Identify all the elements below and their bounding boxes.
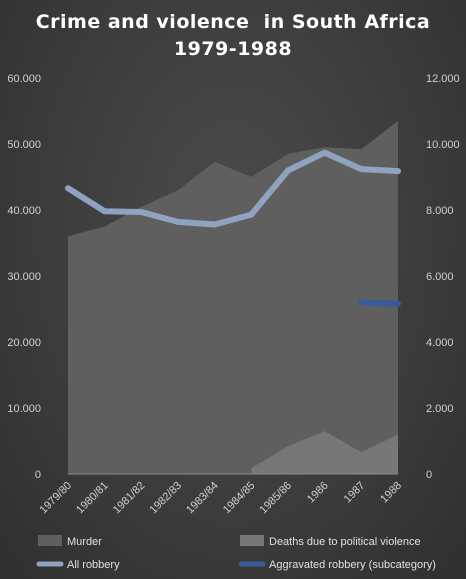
y-left-tick-label: 40.000: [7, 205, 41, 217]
line-aggravated-robbery-subcategory: [358, 299, 401, 307]
y-left-tick-label: 50.000: [7, 139, 41, 151]
y-left-tick-label: 20.000: [7, 337, 41, 349]
x-tick-label: 1979/80: [38, 480, 75, 517]
x-tick-label: 1982/83: [148, 480, 185, 517]
area-deaths-due-to-political-violence: [251, 431, 398, 474]
legend-swatch-deaths-due-to-political-violence: [240, 535, 264, 546]
y-left-tick-label: 0: [35, 469, 41, 481]
x-tick-label: 1988: [378, 480, 404, 506]
legend-label-all-robbery: All robbery: [67, 559, 120, 571]
y-right-tick-label: 2.000: [426, 403, 454, 415]
line-all-robbery: [65, 149, 401, 228]
y-right-tick-label: 8.000: [426, 205, 454, 217]
y-right-tick-label: 6.000: [426, 271, 454, 283]
x-tick-label: 1986: [305, 480, 331, 506]
x-tick-label: 1987: [342, 480, 368, 506]
y-right-tick-label: 10.000: [426, 139, 460, 151]
y-left-tick-label: 60.000: [7, 73, 41, 85]
area-murder: [68, 120, 398, 475]
chart-subtitle: 1979-1988: [173, 38, 293, 60]
x-tick-label: 1981/82: [111, 480, 148, 517]
y-right-tick-label: 0: [426, 469, 432, 481]
legend-label-deaths-due-to-political-violence: Deaths due to political violence: [269, 536, 421, 548]
y-right-tick-label: 4.000: [426, 337, 454, 349]
y-right-tick-label: 12.000: [426, 73, 460, 85]
legend-label-aggravated-robbery-subcategory: Aggravated robbery (subcategory): [269, 559, 436, 571]
x-tick-label: 1985/86: [258, 480, 295, 517]
y-left-tick-label: 30.000: [7, 271, 41, 283]
x-tick-label: 1980/81: [74, 480, 111, 517]
legend-label-murder: Murder: [67, 536, 102, 548]
x-tick-label: 1983/84: [184, 480, 221, 517]
chart-title: Crime and violence in South Africa: [35, 11, 431, 33]
x-tick-label: 1984/85: [221, 480, 258, 517]
legend-swatch-murder: [38, 535, 62, 546]
y-left-tick-label: 10.000: [7, 403, 41, 415]
